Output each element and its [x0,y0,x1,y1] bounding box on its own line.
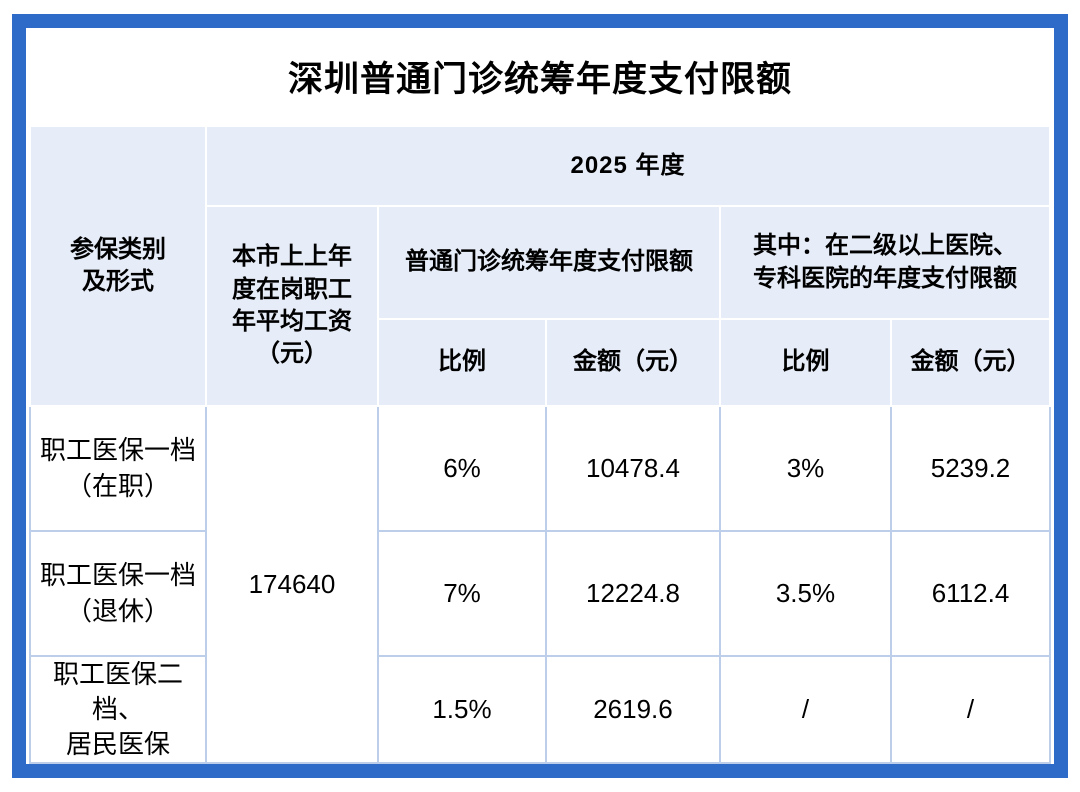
row-label-tier2-resident: 职工医保二档、 居民医保 [28,654,207,764]
table-row: 职工医保一档 （退休） 7% 12224.8 3.5% 6112.4 [28,530,1052,657]
header-general-amount: 金额（元） [544,318,721,407]
outer-frame: 深圳普通门诊统筹年度支付限额 参保类别 及形式 2025 年度 本市上上年 度在… [12,14,1068,778]
row-label-tier1-active: 职工医保一档 （在职） [28,405,207,532]
header-hospital-amount: 金额（元） [889,318,1052,407]
header-hospital-ratio: 比例 [718,318,892,407]
general-ratio-value: 7% [376,530,547,657]
table-row: 职工医保一档 （在职） 174640 6% 10478.4 3% 5239.2 [28,404,1052,764]
title-band: 深圳普通门诊统筹年度支付限额 [26,28,1054,125]
hospital-amount-value: / [889,654,1052,764]
hospital-amount-value: 5239.2 [889,405,1052,532]
header-general-ratio: 比例 [376,318,547,407]
header-category: 参保类别 及形式 [28,125,207,407]
general-amount-value: 12224.8 [544,530,721,657]
row-label-tier1-retired: 职工医保一档 （退休） [28,530,207,657]
hospital-ratio-value: / [718,654,892,764]
payment-limits-table: 参保类别 及形式 2025 年度 本市上上年 度在岗职工 年平均工资 （元） 普… [28,125,1052,764]
header-group-hospital-limit: 其中：在二级以上医院、 专科医院的年度支付限额 [718,205,1052,320]
general-ratio-value: 6% [376,405,547,532]
hospital-amount-value: 6112.4 [889,530,1052,657]
general-amount-value: 10478.4 [544,405,721,532]
avg-wage-value: 174640 [204,404,379,764]
hospital-ratio-value: 3% [718,405,892,532]
header-year: 2025 年度 [204,125,1052,207]
page-title: 深圳普通门诊统筹年度支付限额 [287,60,792,99]
general-amount-value: 2619.6 [544,654,721,764]
table-row: 职工医保二档、 居民医保 1.5% 2619.6 / / [28,654,1052,764]
hospital-ratio-value: 3.5% [718,530,892,657]
general-ratio-value: 1.5% [376,654,547,764]
header-avg-wage: 本市上上年 度在岗职工 年平均工资 （元） [204,205,379,407]
header-group-general-limit: 普通门诊统筹年度支付限额 [376,205,721,320]
